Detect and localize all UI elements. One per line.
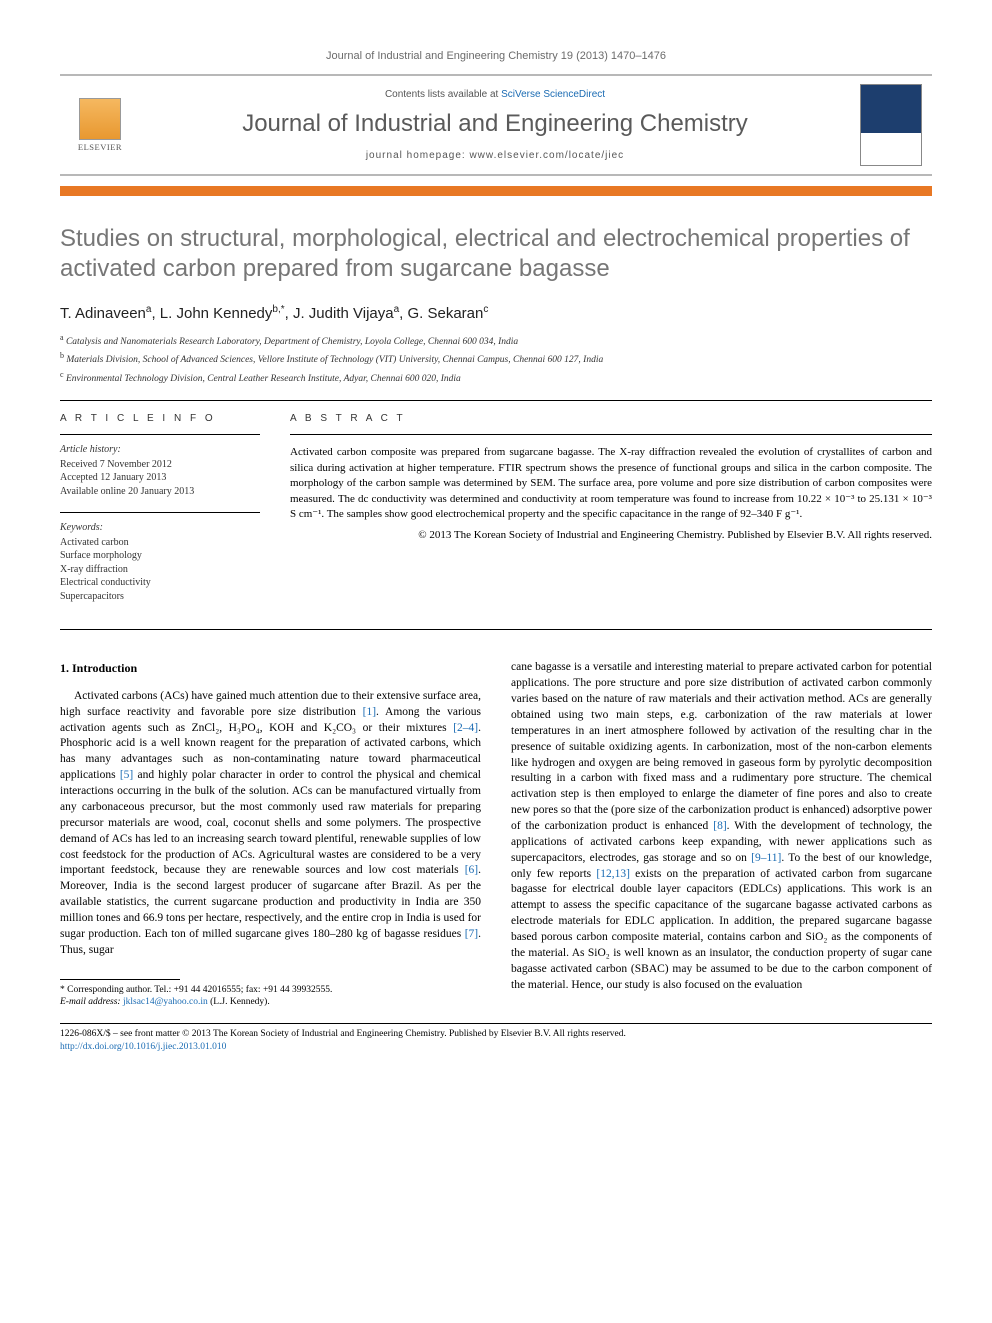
journal-cover-thumb: [860, 84, 922, 166]
article-history: Article history: Received 7 November 201…: [60, 443, 260, 498]
publisher-name: ELSEVIER: [78, 142, 122, 152]
info-rule-2: [60, 512, 260, 513]
footer-rule: [60, 1023, 932, 1024]
homepage-url[interactable]: www.elsevier.com/locate/jiec: [469, 150, 624, 161]
contents-line: Contents lists available at SciVerse Sci…: [144, 89, 846, 100]
body-column-right: cane bagasse is a versatile and interest…: [511, 660, 932, 1009]
footnote-separator: [60, 979, 180, 980]
elsevier-tree-icon: [79, 98, 121, 140]
info-rule-1: [60, 434, 260, 435]
article-title: Studies on structural, morphological, el…: [60, 224, 932, 284]
corresponding-author: * Corresponding author. Tel.: +91 44 420…: [60, 984, 481, 997]
footer-copyright: 1226-086X/$ – see front matter © 2013 Th…: [60, 1028, 932, 1041]
elsevier-logo: ELSEVIER: [70, 90, 130, 160]
rule-top: [60, 400, 932, 401]
affiliations: a Catalysis and Nanomaterials Research L…: [60, 332, 932, 386]
abstract-column: A B S T R A C T Activated carbon composi…: [290, 413, 932, 617]
email-suffix: (L.J. Kennedy).: [208, 997, 270, 1007]
corresponding-email[interactable]: jklsac14@yahoo.co.in: [123, 997, 208, 1007]
section-heading-intro: 1. Introduction: [60, 660, 481, 677]
article-info-label: A R T I C L E I N F O: [60, 413, 260, 424]
body-column-left: 1. Introduction Activated carbons (ACs) …: [60, 660, 481, 1009]
abstract-rule: [290, 434, 932, 435]
homepage-line: journal homepage: www.elsevier.com/locat…: [144, 150, 846, 161]
abstract-text: Activated carbon composite was prepared …: [290, 445, 932, 522]
footnotes: * Corresponding author. Tel.: +91 44 420…: [60, 984, 481, 1010]
rule-bottom: [60, 629, 932, 630]
doi-link[interactable]: http://dx.doi.org/10.1016/j.jiec.2013.01…: [60, 1042, 226, 1052]
sciencedirect-link[interactable]: SciVerse ScienceDirect: [501, 89, 605, 100]
journal-banner: ELSEVIER Contents lists available at Sci…: [60, 74, 932, 176]
orange-separator: [60, 186, 932, 196]
authors: T. Adinaveena, L. John Kennedyb,*, J. Ju…: [60, 304, 932, 322]
running-header: Journal of Industrial and Engineering Ch…: [60, 50, 932, 62]
article-info-column: A R T I C L E I N F O Article history: R…: [60, 413, 260, 617]
journal-name: Journal of Industrial and Engineering Ch…: [144, 110, 846, 138]
keywords-block: Keywords: Activated carbonSurface morpho…: [60, 521, 260, 603]
abstract-label: A B S T R A C T: [290, 413, 932, 424]
body-paragraph-1: Activated carbons (ACs) have gained much…: [60, 689, 481, 959]
abstract-copyright: © 2013 The Korean Society of Industrial …: [290, 528, 932, 543]
page-footer: 1226-086X/$ – see front matter © 2013 Th…: [60, 1028, 932, 1054]
body-paragraph-2: cane bagasse is a versatile and interest…: [511, 660, 932, 993]
email-label: E-mail address:: [60, 997, 123, 1007]
